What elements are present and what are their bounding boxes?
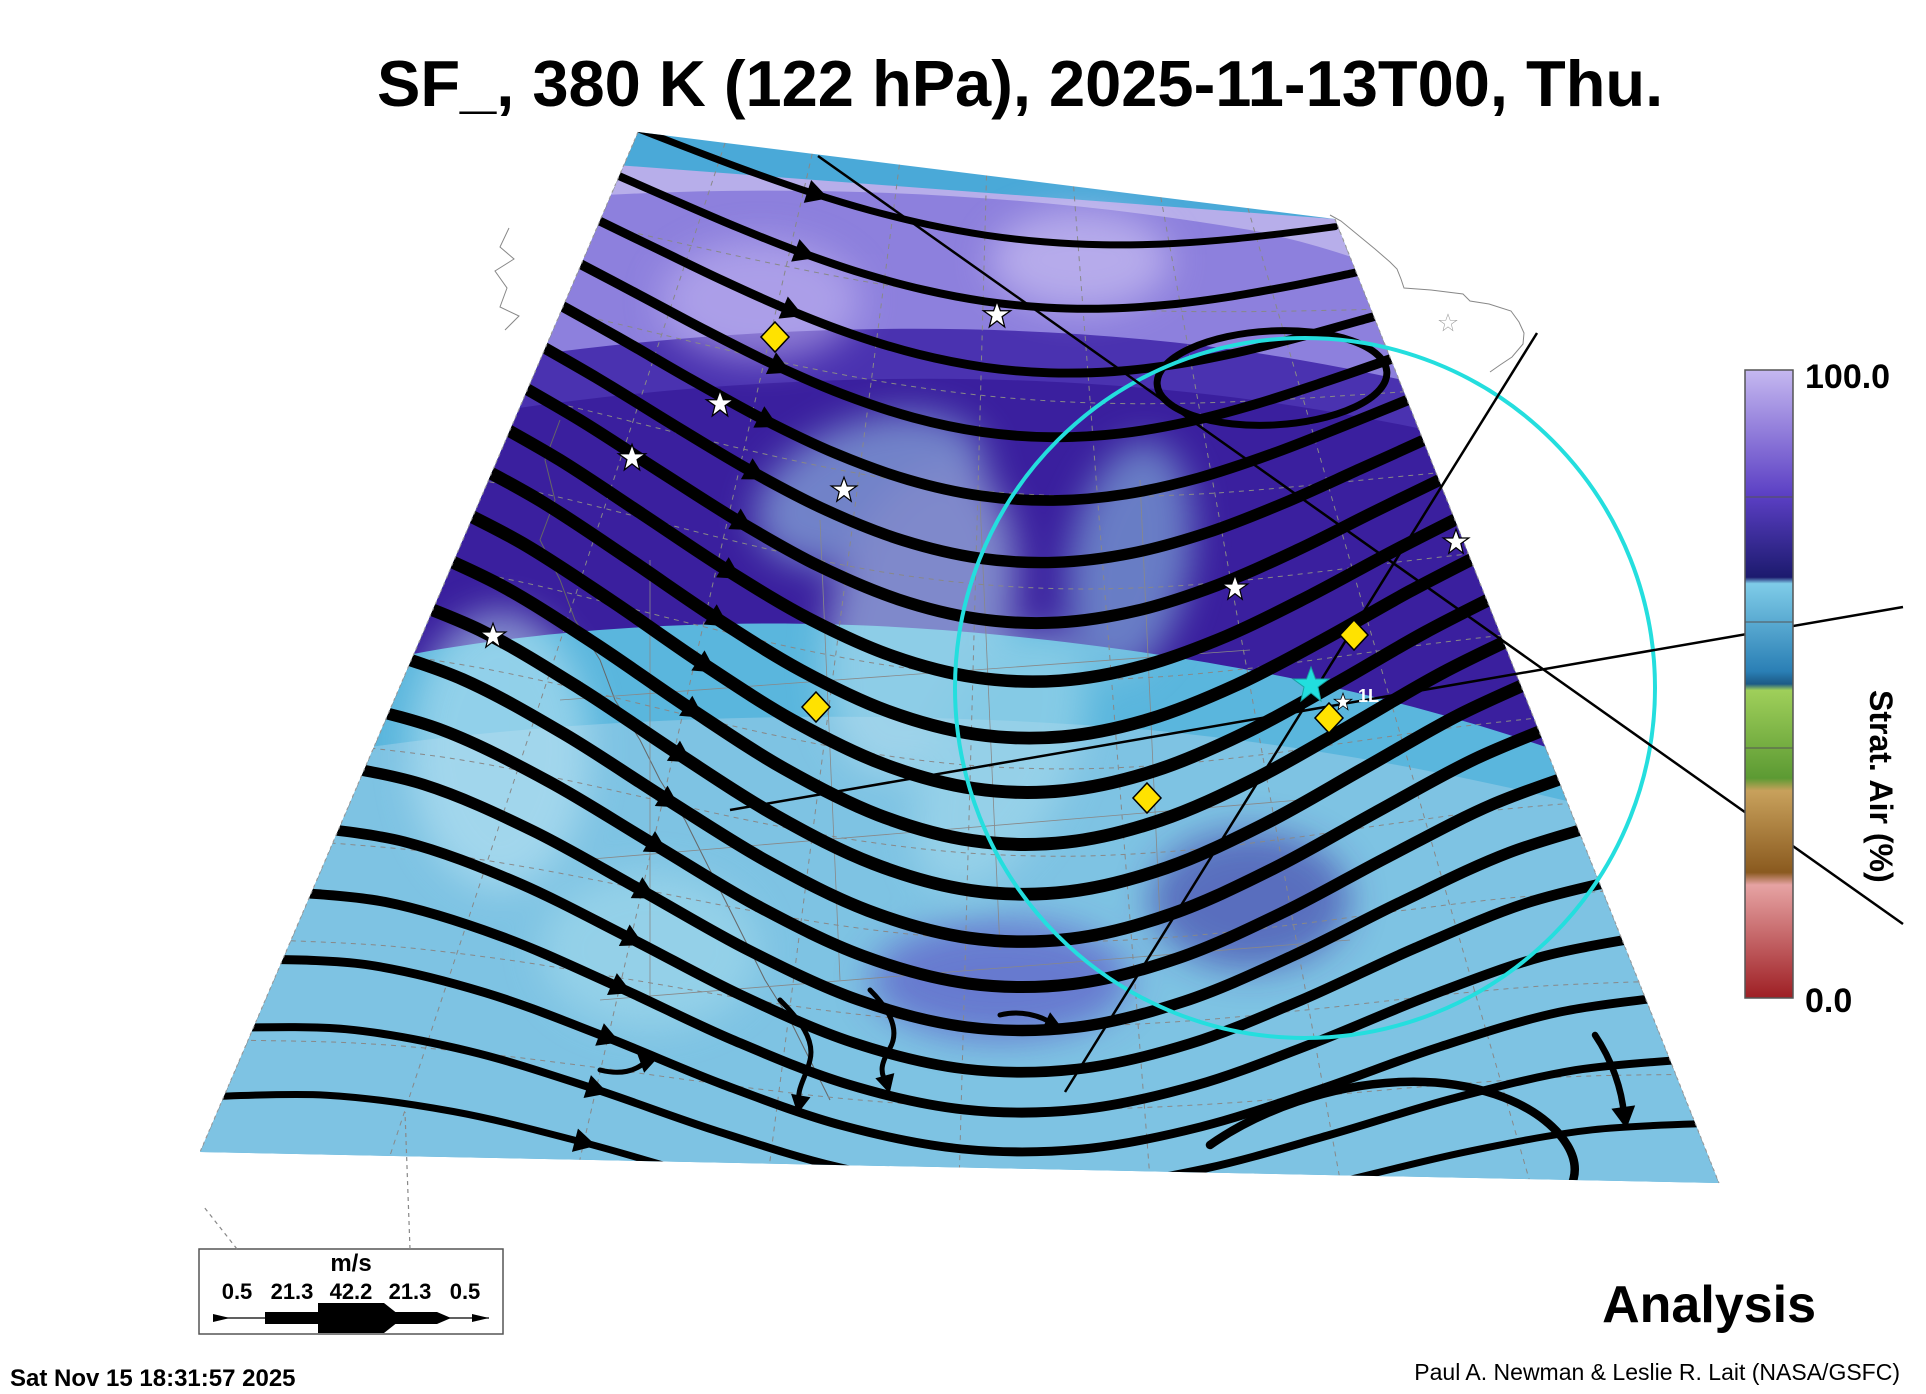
svg-text:0.5: 0.5 bbox=[450, 1279, 481, 1304]
svg-text:Sat Nov 15 18:31:57 2025: Sat Nov 15 18:31:57 2025 bbox=[10, 1365, 296, 1392]
svg-text:Paul A. Newman & Leslie R. Lai: Paul A. Newman & Leslie R. Lait (NASA/GS… bbox=[1414, 1359, 1900, 1385]
svg-text:100.0: 100.0 bbox=[1805, 358, 1890, 396]
svg-text:21.3: 21.3 bbox=[271, 1279, 314, 1304]
svg-text:1L: 1L bbox=[1358, 686, 1379, 706]
svg-text:Strat. Air (%): Strat. Air (%) bbox=[1863, 690, 1899, 883]
svg-text:42.2: 42.2 bbox=[330, 1279, 373, 1304]
svg-text:0.5: 0.5 bbox=[222, 1279, 253, 1304]
svg-text:21.3: 21.3 bbox=[389, 1279, 432, 1304]
svg-text:Analysis: Analysis bbox=[1602, 1276, 1816, 1334]
svg-text:0.0: 0.0 bbox=[1805, 982, 1852, 1020]
svg-text:SF_, 380 K (122 hPa), 2025-11-: SF_, 380 K (122 hPa), 2025-11-13T00, Thu… bbox=[377, 47, 1663, 120]
svg-text:m/s: m/s bbox=[330, 1250, 371, 1277]
